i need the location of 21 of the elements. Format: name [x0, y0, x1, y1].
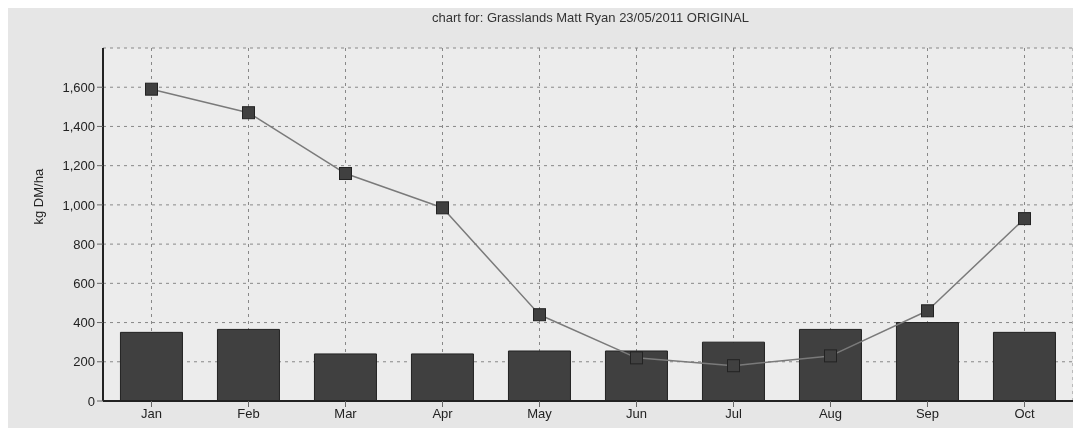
y-axis-title: kg DM/ha: [30, 168, 46, 225]
y-tick-label: 1,600: [62, 79, 95, 95]
y-tick-label: 0: [87, 393, 95, 409]
y-tick-label: 600: [73, 275, 95, 291]
y-tick-label: 1,200: [62, 158, 95, 174]
y-tick-label: 200: [73, 354, 95, 370]
y-tick-label: 400: [73, 315, 95, 331]
x-tick-label: Feb: [237, 406, 260, 422]
x-tick-label: Jul: [725, 406, 742, 422]
x-tick-label: Sep: [915, 406, 940, 422]
x-tick-label: Apr: [432, 406, 454, 422]
x-tick-label: Mar: [334, 406, 358, 422]
y-tick-label: 1,400: [62, 119, 95, 135]
x-tick-label: Jan: [141, 406, 162, 422]
x-tick-label: Aug: [818, 406, 843, 422]
x-tick-label: May: [527, 406, 553, 422]
x-tick-label: Oct: [1014, 406, 1035, 422]
chart-title: chart for: Grasslands Matt Ryan 23/05/2011 ORIGINAL: [431, 10, 750, 25]
x-tick-label: Jun: [626, 406, 647, 422]
y-tick-label: 800: [73, 236, 95, 252]
y-tick-label: 1,000: [62, 197, 95, 213]
